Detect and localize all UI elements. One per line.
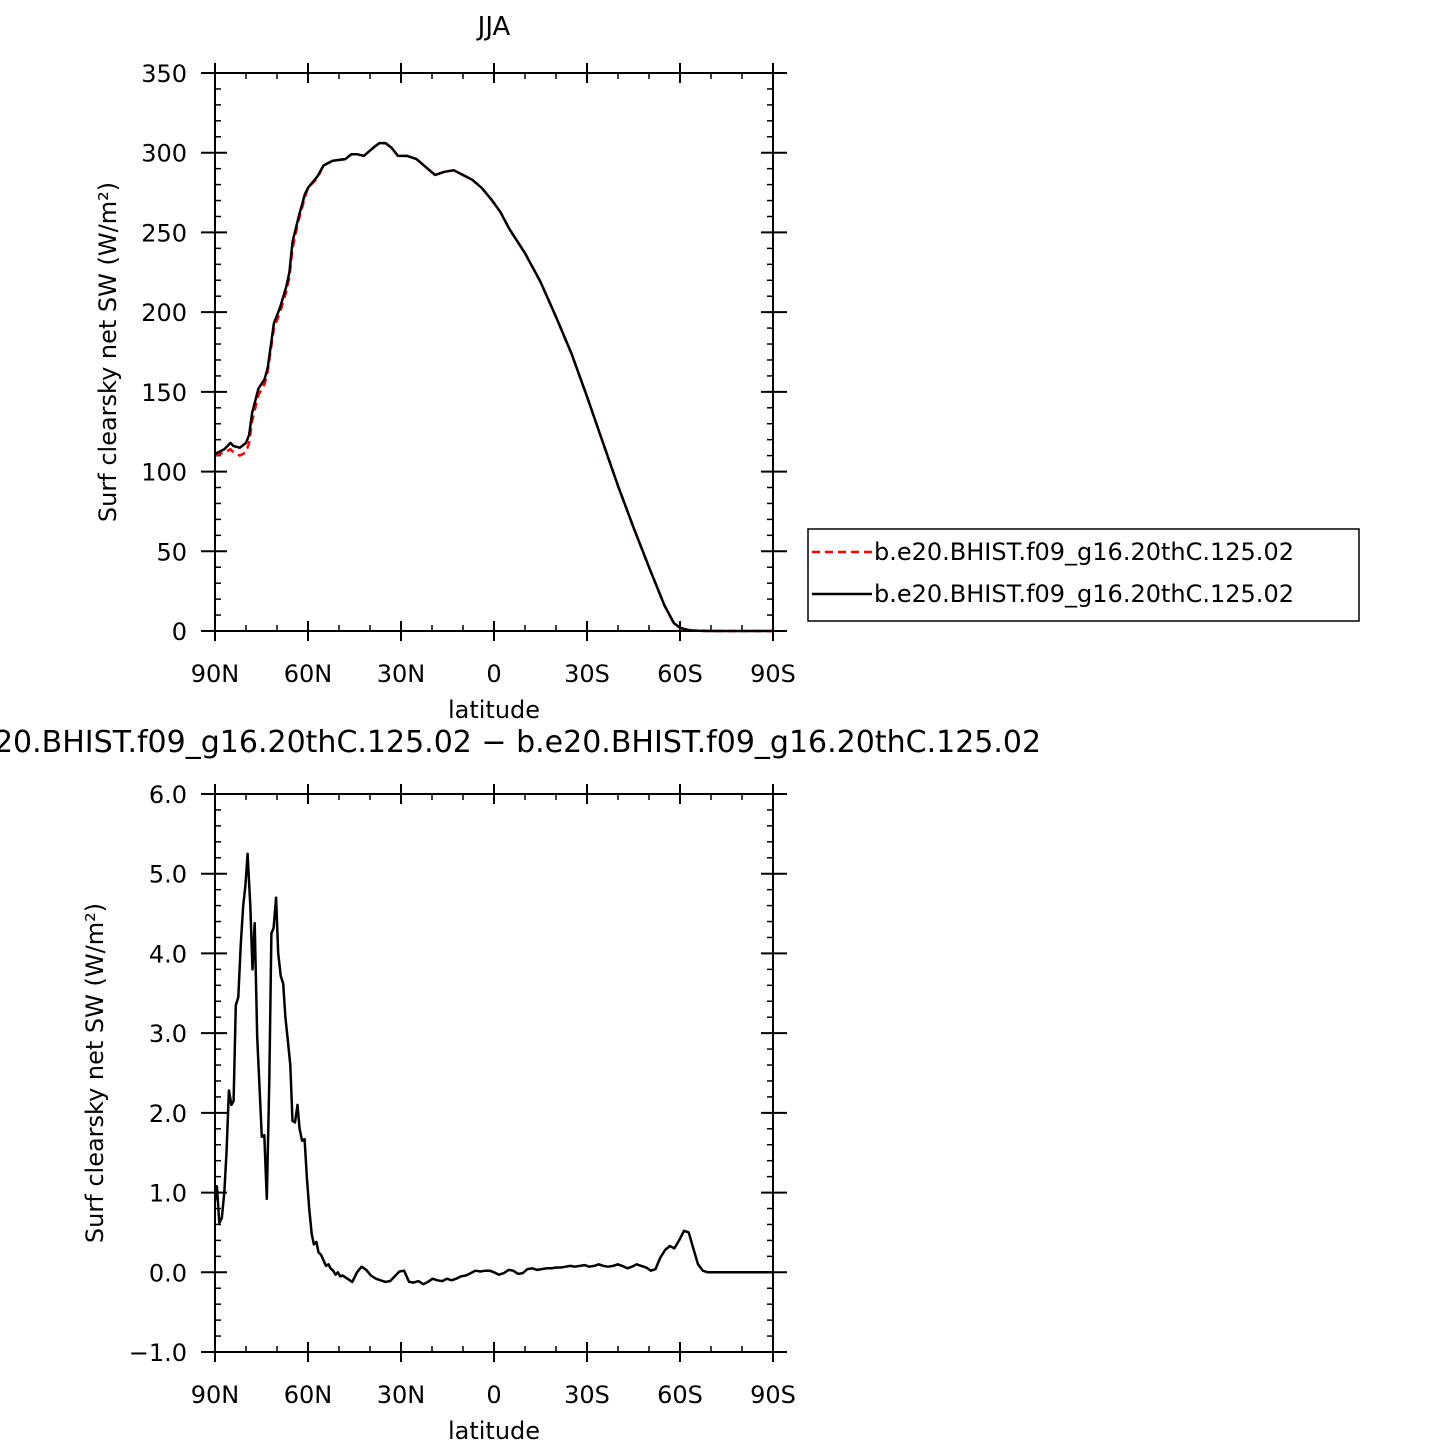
bottom-y-tick-label: 1.0: [149, 1180, 187, 1208]
bottom-y-tick-label: 4.0: [149, 940, 187, 968]
top-x-tick-label: 30N: [377, 660, 426, 688]
bottom-x-axis-label: latitude: [448, 1417, 540, 1445]
top-y-tick-label: 50: [156, 538, 187, 566]
top-plot-frame: [214, 72, 774, 632]
top-y-tick-label: 250: [141, 219, 187, 247]
legend-label-1: b.e20.BHIST.f09_g16.20thC.125.02: [874, 538, 1294, 566]
legend-label-2: b.e20.BHIST.f09_g16.20thC.125.02: [874, 580, 1294, 608]
bottom-y-tick-label: 3.0: [149, 1020, 187, 1048]
bottom-x-tick-labels: 90N 60N 30N 0 30S 60S 90S: [191, 1381, 796, 1409]
top-series-group: [214, 141, 773, 633]
bottom-y-tick-label: 6.0: [149, 781, 187, 809]
top-y-axis-label: Surf clearsky net SW (W/m²): [94, 182, 122, 522]
bottom-panel: b.e20.BHIST.f09_g16.20thC.125.02 − b.e20…: [0, 725, 1041, 1445]
bottom-series-line-solid: [213, 852, 773, 1286]
top-y-tick-label: 300: [141, 140, 187, 168]
bottom-x-tick-label: 90N: [191, 1381, 240, 1409]
bottom-x-tick-label: 30N: [377, 1381, 426, 1409]
top-x-tick-label: 60S: [657, 660, 703, 688]
bottom-plot-frame: [214, 793, 774, 1353]
top-x-tick-label: 90N: [191, 660, 240, 688]
bottom-chart-title: b.e20.BHIST.f09_g16.20thC.125.02 − b.e20…: [0, 725, 1041, 760]
top-x-axis-label: latitude: [448, 696, 540, 724]
legend-box: [807, 528, 1360, 622]
top-series-line-solid: [214, 141, 773, 633]
bottom-x-tick-label: 60S: [657, 1381, 703, 1409]
top-chart-title: JJA: [476, 12, 511, 42]
bottom-x-tick-label: 0: [486, 1381, 501, 1409]
bottom-x-tick-label: 60N: [284, 1381, 333, 1409]
top-x-tick-label: 30S: [564, 660, 610, 688]
bottom-x-tick-label: 30S: [564, 1381, 610, 1409]
top-y-tick-labels: 0 50 100 150 200 250 300 350: [141, 60, 187, 646]
top-y-tick-label: 0: [172, 618, 187, 646]
bottom-y-tick-labels: −1.0 0.0 1.0 2.0 3.0 4.0 5.0 6.0: [129, 781, 187, 1367]
bottom-ticks: [201, 784, 787, 1362]
bottom-series-group: [213, 852, 773, 1286]
top-y-tick-label: 150: [141, 379, 187, 407]
bottom-y-tick-label: 2.0: [149, 1100, 187, 1128]
top-x-tick-labels: 90N 60N 30N 0 30S 60S 90S: [191, 660, 796, 688]
top-y-tick-label: 100: [141, 459, 187, 487]
top-ticks: [201, 63, 787, 641]
bottom-y-tick-label: 0.0: [149, 1259, 187, 1287]
legend: b.e20.BHIST.f09_g16.20thC.125.02 b.e20.B…: [807, 528, 1360, 622]
top-y-tick-label: 350: [141, 60, 187, 88]
bottom-y-axis-label: Surf clearsky net SW (W/m²): [81, 903, 109, 1243]
bottom-x-tick-label: 90S: [750, 1381, 796, 1409]
top-x-tick-label: 90S: [750, 660, 796, 688]
top-x-tick-label: 60N: [284, 660, 333, 688]
bottom-y-tick-label: 5.0: [149, 861, 187, 889]
top-panel: JJA 90N 60N 30N 0 30S 60S 90S 0 50 100 150 200 250 3…: [94, 12, 1360, 724]
top-y-tick-label: 200: [141, 299, 187, 327]
top-x-tick-label: 0: [486, 660, 501, 688]
bottom-y-tick-label: −1.0: [129, 1339, 187, 1367]
